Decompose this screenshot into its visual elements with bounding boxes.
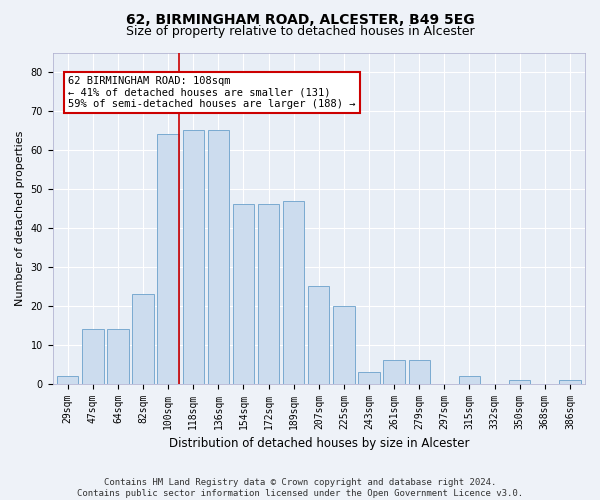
Bar xyxy=(157,134,179,384)
Text: 62 BIRMINGHAM ROAD: 108sqm
← 41% of detached houses are smaller (131)
59% of sem: 62 BIRMINGHAM ROAD: 108sqm ← 41% of deta… xyxy=(68,76,356,109)
Bar xyxy=(258,204,279,384)
Bar xyxy=(559,380,581,384)
Bar xyxy=(383,360,405,384)
Bar xyxy=(208,130,229,384)
Bar xyxy=(333,306,355,384)
Text: Size of property relative to detached houses in Alcester: Size of property relative to detached ho… xyxy=(125,25,475,38)
Bar xyxy=(133,294,154,384)
Bar xyxy=(182,130,204,384)
Bar xyxy=(233,204,254,384)
Bar xyxy=(82,329,104,384)
Bar xyxy=(358,372,380,384)
Bar xyxy=(57,376,79,384)
Text: 62, BIRMINGHAM ROAD, ALCESTER, B49 5EG: 62, BIRMINGHAM ROAD, ALCESTER, B49 5EG xyxy=(125,12,475,26)
X-axis label: Distribution of detached houses by size in Alcester: Distribution of detached houses by size … xyxy=(169,437,469,450)
Bar xyxy=(107,329,128,384)
Bar xyxy=(283,200,304,384)
Bar xyxy=(409,360,430,384)
Bar xyxy=(509,380,530,384)
Bar xyxy=(459,376,480,384)
Text: Contains HM Land Registry data © Crown copyright and database right 2024.
Contai: Contains HM Land Registry data © Crown c… xyxy=(77,478,523,498)
Bar xyxy=(308,286,329,384)
Y-axis label: Number of detached properties: Number of detached properties xyxy=(15,130,25,306)
